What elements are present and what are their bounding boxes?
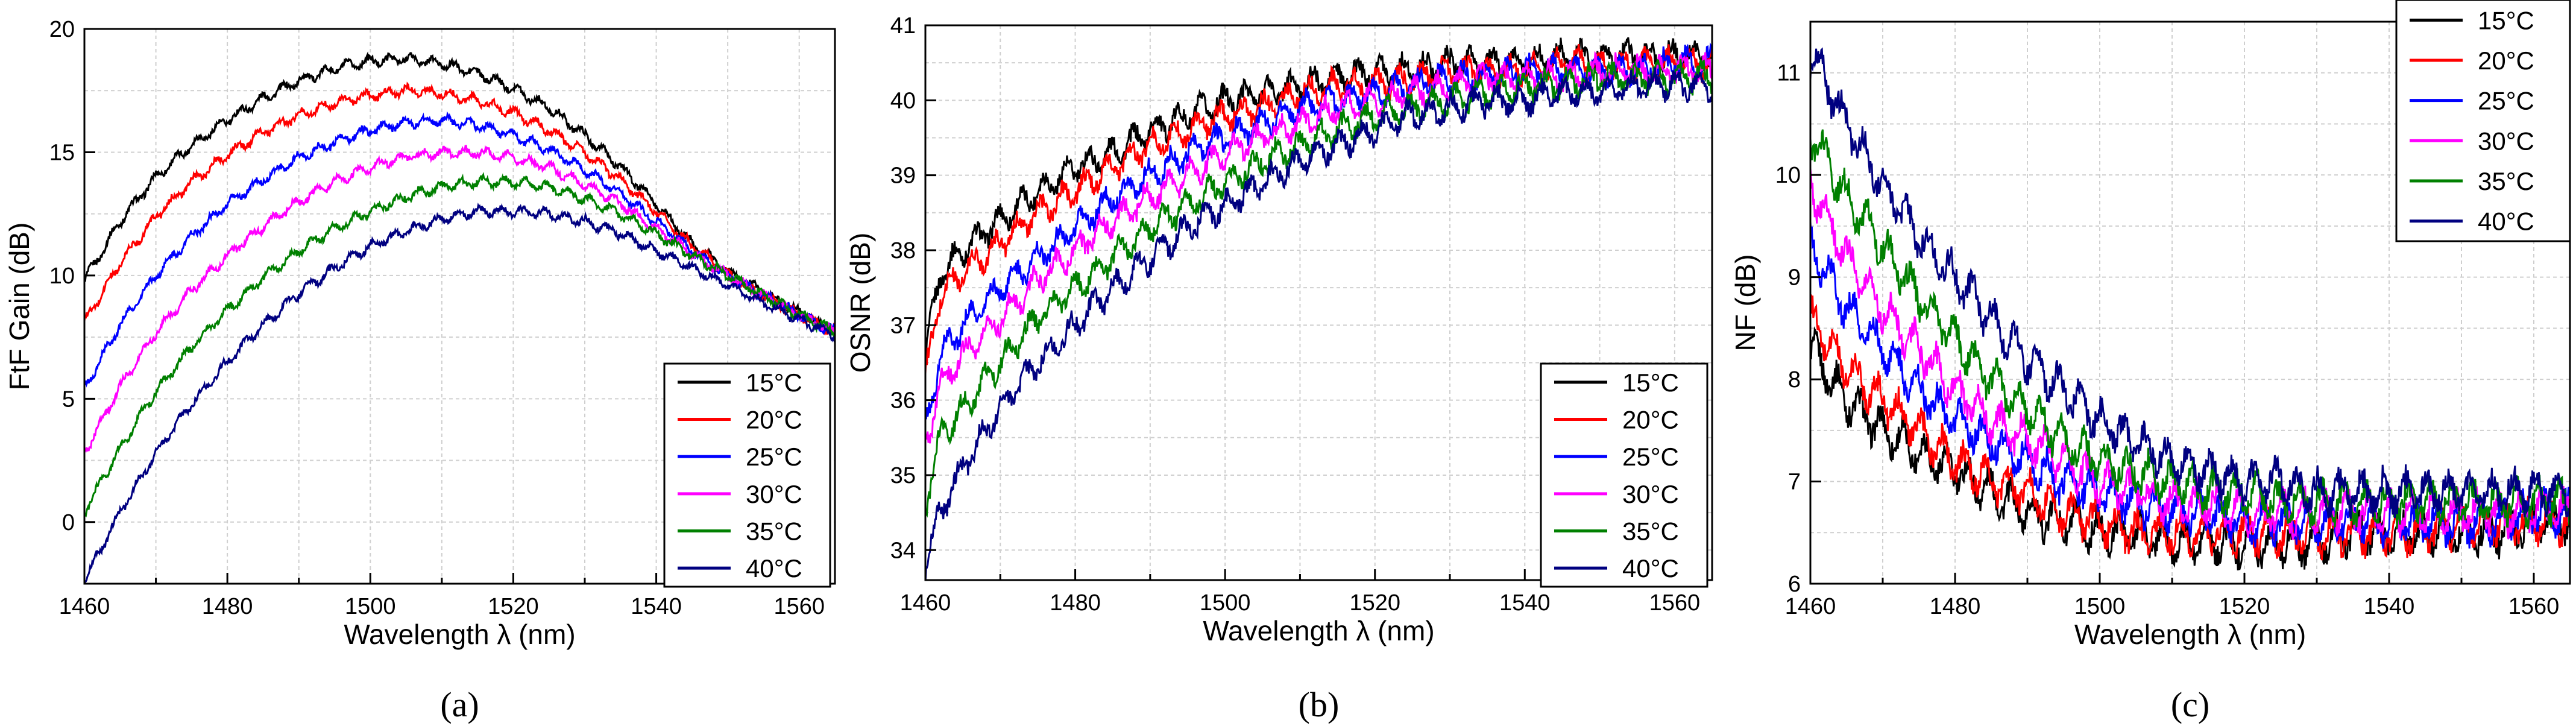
- series-group: [1810, 47, 2570, 570]
- legend-label: 15°C: [1622, 368, 1679, 397]
- y-tick-label: 39: [890, 163, 916, 189]
- legend-box: [1540, 362, 1708, 588]
- legend-label: 35°C: [2478, 167, 2534, 195]
- y-axis-label: NF (dB): [1730, 254, 1761, 352]
- series-line-30c: [1810, 168, 2570, 540]
- legend-label: 25°C: [2478, 87, 2534, 115]
- x-tick-label: 1460: [900, 590, 951, 616]
- series-group: [925, 37, 1712, 580]
- panel-c: 1460 1480 1500 1520 1540 1560 6 7 8 9 10 11 Waveleng…: [1730, 0, 2571, 724]
- y-axis-label: FtF Gain (dB): [4, 223, 35, 391]
- y-tick-label: 34: [890, 538, 916, 563]
- x-tick-label: 1500: [1200, 590, 1251, 616]
- series-line-25c: [925, 42, 1712, 420]
- legend-label: 40°C: [1622, 554, 1679, 582]
- series-line-20c: [925, 43, 1712, 374]
- series-line-35c: [1810, 129, 2570, 529]
- legend-label: 40°C: [2478, 207, 2534, 236]
- x-tick-label: 1500: [345, 594, 396, 619]
- x-tick-label: 1560: [773, 594, 825, 619]
- legend-label: 15°C: [2478, 6, 2534, 34]
- series-line-20c: [1810, 294, 2570, 561]
- y-tick-label: 11: [1777, 61, 1801, 86]
- y-tick-label: 35: [890, 463, 916, 488]
- series-line-25c: [84, 111, 835, 388]
- legend-label: 30°C: [746, 480, 802, 508]
- x-axis-label: Wavelength λ (nm): [2074, 619, 2306, 650]
- legend-label: 30°C: [2478, 127, 2534, 155]
- legend: 15°C 20°C 25°C 30°C 35°C 40°C: [663, 362, 831, 588]
- x-tick-label: 1460: [59, 594, 110, 619]
- x-tick-label: 1540: [631, 594, 682, 619]
- legend-label: 35°C: [746, 517, 802, 546]
- legend-label: 20°C: [2478, 46, 2534, 75]
- series-group: [84, 51, 835, 584]
- y-tick-label: 20: [49, 17, 75, 42]
- x-tick-label: 1520: [1349, 590, 1400, 616]
- legend-label: 20°C: [1622, 406, 1679, 434]
- y-tick-label: 37: [890, 313, 916, 338]
- plot-frame: [83, 28, 836, 585]
- y-tick-label: 40: [890, 88, 916, 113]
- legend-label: 25°C: [1622, 443, 1679, 471]
- y-tick-label: 7: [1788, 470, 1801, 495]
- series-line-20c: [84, 81, 835, 336]
- panel-a: 1460 1480 1500 1520 1540 156005101520Waveleng…: [4, 17, 836, 724]
- y-tick-label: 6: [1788, 572, 1801, 597]
- x-tick-label: 1520: [488, 594, 539, 619]
- legend-box: [2395, 0, 2571, 242]
- y-tick-label: 8: [1788, 367, 1801, 393]
- y-tick-label: 10: [1775, 163, 1801, 188]
- y-tick-label: 15: [49, 140, 75, 165]
- legend-label: 15°C: [746, 368, 802, 397]
- legend: 15°C 20°C 25°C 30°C 35°C 40°C: [1540, 362, 1708, 588]
- series-line-15c: [925, 37, 1712, 358]
- series-line-40c: [84, 202, 835, 584]
- legend-label: 40°C: [746, 554, 802, 582]
- series-line-35c: [84, 172, 835, 517]
- legend-box: [663, 362, 831, 588]
- legend-label: 20°C: [746, 406, 802, 434]
- y-axis-label: OSNR (dB): [845, 233, 876, 373]
- series-line-25c: [1810, 221, 2570, 549]
- panel-caption: (c): [2171, 685, 2209, 724]
- panel-caption: (a): [440, 685, 479, 724]
- plot-frame: [924, 24, 1713, 581]
- x-tick-label: 1480: [1930, 594, 1981, 619]
- legend: 15°C 20°C 25°C 30°C 35°C 40°C: [2395, 0, 2571, 242]
- y-tick-label: 5: [62, 387, 75, 412]
- x-tick-label: 1560: [1649, 590, 1701, 616]
- x-tick-label: 1480: [1050, 590, 1101, 616]
- y-tick-label: 10: [49, 264, 75, 289]
- x-tick-label: 1540: [2364, 594, 2415, 619]
- series-line-40c: [925, 67, 1712, 580]
- y-tick-label: 36: [890, 388, 916, 414]
- x-axis-label: Wavelength λ (nm): [1203, 615, 1434, 646]
- x-axis-label: Wavelength λ (nm): [344, 619, 575, 650]
- x-tick-label: 1540: [1499, 590, 1551, 616]
- x-tick-label: 1500: [2074, 594, 2126, 619]
- y-tick-label: 41: [890, 13, 916, 39]
- x-tick-label: 1560: [2508, 594, 2560, 619]
- plot-frame: [1809, 21, 2571, 585]
- x-tick-label: 1520: [2219, 594, 2270, 619]
- legend-label: 25°C: [746, 443, 802, 471]
- panel-b: 1460 1480 1500 1520 1540 1560 34 35 36 37 38 39 40 41…: [845, 13, 1713, 724]
- legend-label: 30°C: [1622, 480, 1679, 508]
- panel-caption: (b): [1299, 685, 1340, 724]
- x-tick-label: 1480: [202, 594, 253, 619]
- y-tick-label: 0: [62, 510, 75, 535]
- y-tick-label: 38: [890, 238, 916, 264]
- series-line-40c: [1810, 47, 2570, 519]
- y-tick-label: 9: [1788, 265, 1801, 291]
- legend-label: 35°C: [1622, 517, 1679, 546]
- x-tick-label: 1460: [1785, 594, 1836, 619]
- series-line-15c: [84, 51, 835, 336]
